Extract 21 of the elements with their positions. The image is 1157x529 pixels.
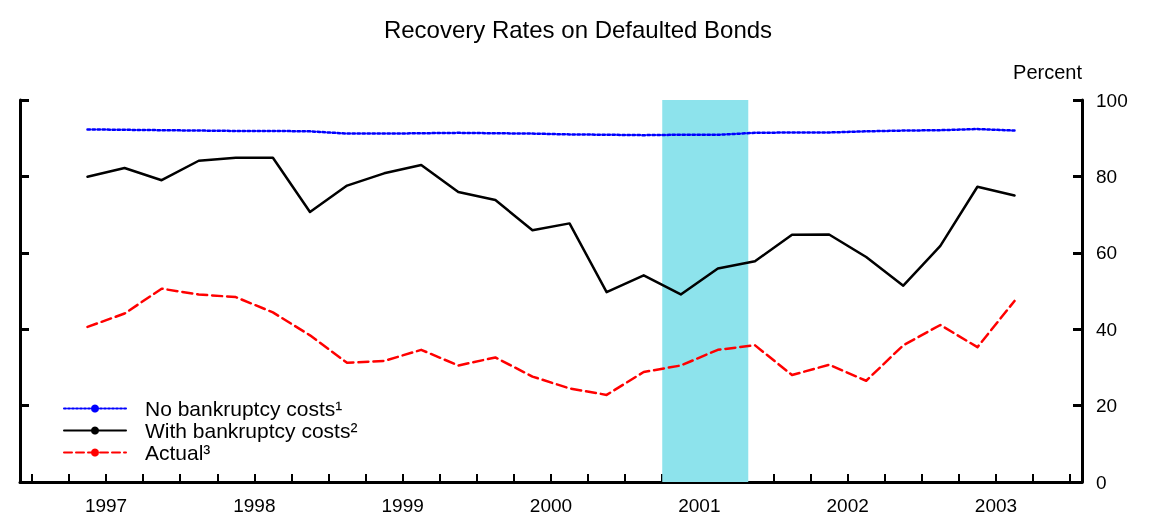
- x-tick-label: 2000: [529, 495, 573, 516]
- y-tick-label: 20: [1096, 395, 1118, 417]
- y-tick-label: 40: [1096, 318, 1118, 340]
- legend-label: No bankruptcy costs¹: [145, 397, 343, 420]
- x-tick-label: 2002: [826, 495, 869, 516]
- x-tick-label: 1997: [84, 495, 128, 516]
- line-series: [86, 127, 1016, 137]
- y-tick-label: 0: [1096, 471, 1107, 493]
- chart-title: Recovery Rates on Defaulted Bonds: [383, 15, 773, 43]
- x-tick-label: 2001: [678, 495, 721, 516]
- y-tick-label: 100: [1096, 89, 1128, 111]
- legend-label: With bankruptcy costs²: [145, 419, 358, 442]
- line-series: [86, 156, 1016, 296]
- legend-label: Actual³: [145, 441, 211, 464]
- y-tick-label: 60: [1096, 242, 1118, 264]
- x-tick-label: 2003: [974, 495, 1018, 516]
- x-tick-label: 1999: [381, 495, 424, 516]
- y-axis-title: Percent: [1013, 61, 1083, 83]
- line-series: [86, 287, 1016, 397]
- x-tick-label: 1998: [233, 495, 276, 516]
- y-tick-label: 80: [1096, 165, 1118, 187]
